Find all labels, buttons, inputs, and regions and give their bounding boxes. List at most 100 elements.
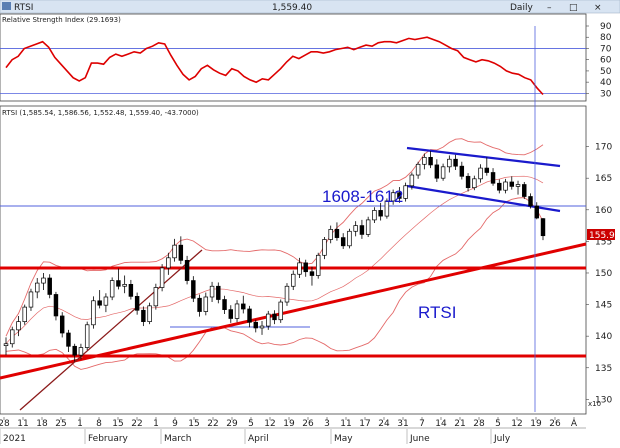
candle [47,274,52,299]
candle [184,255,190,285]
window-period: Daily [510,3,533,13]
candle [128,279,134,300]
candle [153,283,159,310]
candle [322,236,327,260]
month-label: June [409,434,430,444]
minimize-button[interactable]: – [547,3,552,13]
candle-body-up [147,305,152,322]
candle [78,343,84,360]
rsi-tick-label: 50 [600,67,612,77]
x-tick-label: 1 [77,419,83,429]
candle-body-up [372,210,377,221]
candle-body-down [528,196,533,207]
app-icon [2,2,11,10]
candle-body-down [434,164,440,179]
candle-body-down [303,262,308,273]
candle [403,182,408,202]
month-label: May [334,434,353,444]
x-tick-label: 12 [511,419,522,429]
candle [409,172,415,190]
candle [291,270,296,291]
candle [422,153,427,170]
x-tick-label: 8 [96,419,102,429]
candle [484,157,490,176]
candle-body-down [340,237,346,247]
candle-body-up [91,300,96,326]
index-annotation: RTSI [418,303,456,322]
candle-body-up [103,296,109,306]
candle-body-down [428,156,433,166]
candle [328,225,333,244]
candle [191,276,196,303]
candle-body-down [484,167,490,173]
candle-body-up [28,291,34,308]
candle-body-up [297,262,302,275]
month-label: April [248,434,269,444]
channel-lower [406,184,561,213]
candle [228,305,234,323]
candle-body-up [515,184,521,187]
candle [141,306,146,327]
candle [34,278,40,299]
candle [428,151,433,169]
candle-body-up [478,167,483,180]
candle-body-down [97,300,102,306]
candle-body-down [253,321,258,329]
candle [447,155,452,173]
x-tick-label: 19 [283,419,295,429]
x-tick-label: 24 [378,419,390,429]
candle-body-down [334,229,340,238]
candle [365,216,371,237]
x-tick-label: 22 [131,419,142,429]
candle [503,178,508,194]
candle [266,310,271,330]
price-tick-label: 170 [595,143,612,153]
month-label: 2021 [3,434,26,444]
candle [247,305,252,328]
candle-body-up [403,185,408,199]
candle-body-down [272,313,277,321]
candle-body-down [216,285,221,300]
candle-body-up [353,225,358,232]
maximize-button[interactable]: □ [569,3,578,13]
candle-body-up [109,280,115,298]
candle [222,295,227,315]
trend-line-long [0,242,587,380]
candle [340,233,346,249]
x-tick-label: 28 [0,419,10,429]
candle-body-up [166,257,171,269]
candle [66,329,71,352]
candle [540,218,546,241]
candle-body-down [378,210,383,217]
candle [178,236,184,265]
candle-body-up [284,285,290,303]
bollinger-lower [5,197,544,370]
candle [241,295,246,314]
close-button[interactable]: × [594,3,602,13]
candle [359,219,365,239]
candle-body-down [490,172,496,184]
candle [97,290,102,309]
candle [372,207,377,224]
candle [103,293,109,313]
x-tick-label: 26 [302,419,314,429]
candle [315,252,321,279]
trend-line-steep [19,249,203,411]
candle-body-down [459,165,465,177]
candle-body-down [59,315,65,334]
candle [434,159,440,182]
month-label: July [493,434,511,444]
rsi-tick-label: 80 [600,33,612,43]
candle-body-up [365,219,371,235]
candle-body-up [347,230,352,247]
candle [347,228,352,249]
candle [272,310,277,325]
x-tick-label: 19 [530,419,542,429]
candle-body-down [141,309,146,322]
x-tick-label: 15 [112,419,123,429]
candle [284,283,290,306]
x-tick-label: 5 [495,419,501,429]
candle [490,168,496,186]
candle [72,343,77,362]
